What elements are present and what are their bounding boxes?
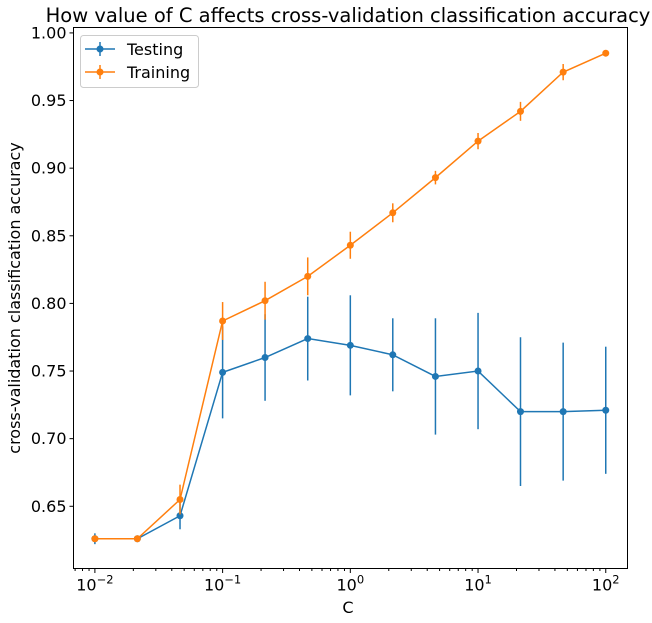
training-point: [176, 496, 184, 504]
y-tick-label: 1.00: [31, 23, 67, 42]
testing-point: [474, 367, 482, 375]
x-tick-base: 10: [464, 576, 484, 595]
testing-point: [602, 406, 610, 414]
y-tick-label: 0.80: [31, 294, 67, 313]
y-tick-label: 0.75: [31, 362, 67, 381]
training-point: [516, 107, 524, 115]
training-point: [602, 49, 610, 57]
training-point: [559, 68, 567, 76]
legend-testing-marker: [96, 45, 104, 53]
x-tick-exponent: 1: [485, 573, 492, 587]
x-tick-label: 10−1: [204, 573, 241, 595]
legend-entry-testing: Testing: [85, 40, 183, 59]
y-tick-label: 0.95: [31, 91, 67, 110]
x-tick-label: 10−2: [76, 573, 113, 595]
y-tick-label: 0.90: [31, 159, 67, 178]
testing-point: [559, 408, 567, 416]
training-point: [133, 535, 141, 543]
x-tick-exponent: 2: [612, 573, 619, 587]
testing-point: [346, 341, 354, 349]
testing-point: [431, 372, 439, 380]
legend-entry-training: Training: [85, 63, 190, 82]
x-tick-exponent: −1: [224, 573, 241, 587]
x-tick-base: 10: [204, 576, 224, 595]
y-axis-label: cross-validation classification accuracy: [5, 142, 24, 453]
testing-point: [261, 354, 269, 362]
training-point: [91, 535, 99, 543]
testing-point: [389, 351, 397, 359]
legend-testing-label: Testing: [126, 40, 183, 59]
x-axis-label: C: [342, 598, 353, 617]
testing-point: [176, 512, 184, 520]
series-testing: [91, 295, 610, 545]
y-tick-label: 0.65: [31, 497, 67, 516]
training-point: [261, 297, 269, 305]
x-tick-base: 10: [76, 576, 96, 595]
y-tick-label: 0.70: [31, 429, 67, 448]
legend: Testing Training: [80, 35, 199, 88]
x-axis: 10−2 10−1 100 101 102: [74, 568, 620, 595]
plot-area: [91, 49, 610, 545]
training-point: [431, 174, 439, 182]
training-point: [304, 272, 312, 280]
training-point: [474, 137, 482, 145]
chart-title: How value of C affects cross-validation …: [46, 4, 651, 27]
testing-point: [304, 335, 312, 343]
x-tick-label: 100: [336, 573, 364, 595]
x-tick-base: 10: [336, 576, 356, 595]
y-axis: 0.65 0.70 0.75 0.80 0.85 0.90 0.95 1.00: [31, 23, 74, 516]
training-point: [346, 241, 354, 249]
y-tick-label: 0.85: [31, 226, 67, 245]
x-tick-label: 102: [592, 573, 620, 595]
training-point: [219, 317, 227, 325]
legend-training-marker: [96, 68, 104, 76]
x-tick-label: 101: [464, 573, 492, 595]
x-tick-base: 10: [592, 576, 612, 595]
x-tick-exponent: 0: [357, 573, 364, 587]
x-tick-exponent: −2: [97, 573, 114, 587]
series-training: [91, 49, 610, 543]
testing-point: [516, 408, 524, 416]
legend-training-label: Training: [126, 63, 190, 82]
testing-point: [219, 368, 227, 376]
training-point: [389, 209, 397, 217]
